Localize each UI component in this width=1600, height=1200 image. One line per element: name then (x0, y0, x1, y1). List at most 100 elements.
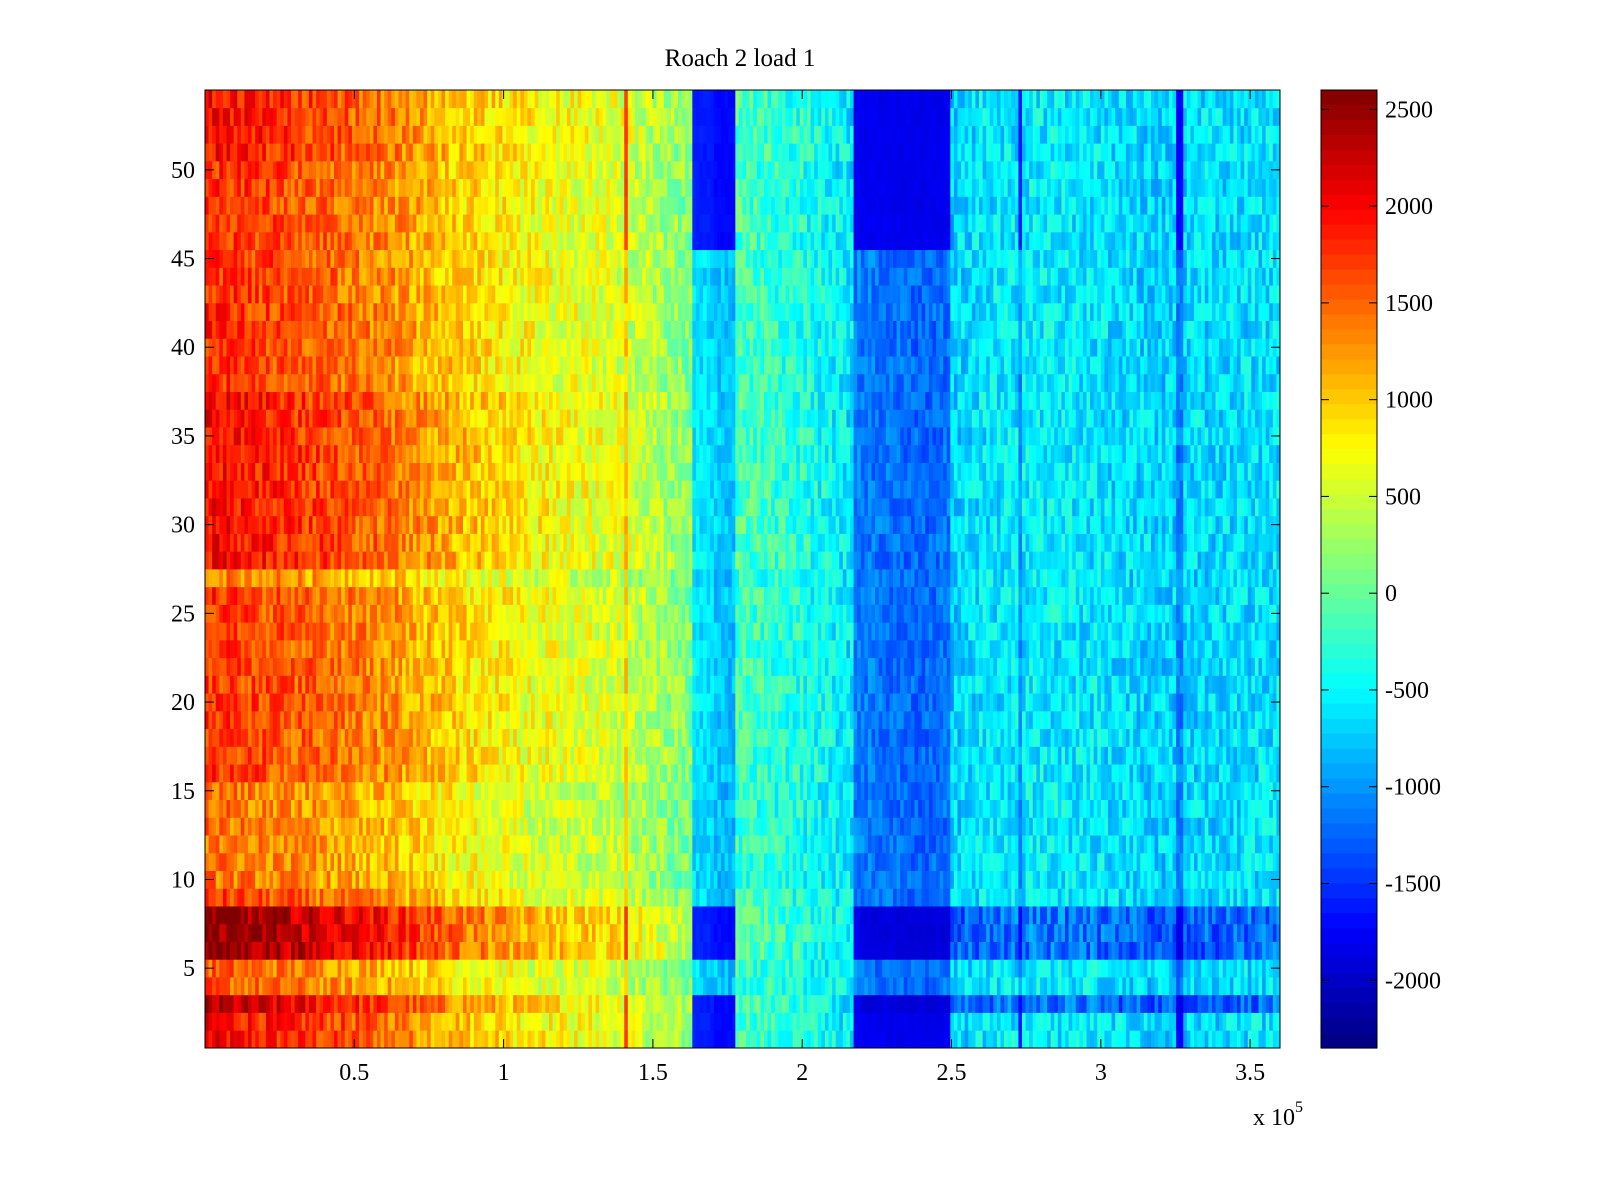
heatmap-cell (756, 977, 761, 996)
heatmap-cell (1254, 888, 1259, 907)
heatmap-cell (921, 941, 926, 960)
heatmap-cell (373, 977, 378, 996)
heatmap-cell (355, 888, 360, 907)
heatmap-cell (875, 799, 880, 818)
heatmap-cell (308, 888, 313, 907)
heatmap-cell (900, 870, 905, 889)
heatmap-cell (1057, 906, 1062, 925)
heatmap-cell (230, 888, 235, 907)
heatmap-cell (706, 1030, 711, 1049)
heatmap-cell (850, 799, 854, 818)
heatmap-cell (760, 835, 765, 854)
heatmap-cell (1265, 781, 1270, 801)
heatmap-cell (660, 835, 665, 854)
heatmap-cell (387, 835, 392, 854)
heatmap-cell (437, 906, 442, 925)
heatmap-cell (1165, 923, 1170, 942)
heatmap-cell (1018, 817, 1023, 836)
heatmap-cell (717, 888, 722, 907)
heatmap-cell (979, 906, 983, 925)
heatmap-cell (778, 888, 783, 907)
heatmap-cell (337, 764, 342, 783)
heatmap-cell (907, 906, 912, 925)
heatmap-cell (638, 994, 643, 1013)
heatmap-cell (1161, 1030, 1166, 1049)
heatmap-cell (1147, 941, 1152, 960)
heatmap-cell (1014, 977, 1019, 996)
heatmap-cell (384, 1030, 389, 1049)
heatmap-cell (595, 817, 600, 836)
heatmap-cell (756, 1030, 761, 1049)
heatmap-cell (523, 835, 528, 854)
heatmap-cell (609, 977, 614, 996)
heatmap-cell (1172, 959, 1177, 978)
heatmap-cell (1129, 1030, 1134, 1049)
heatmap-cell (996, 1012, 1001, 1031)
heatmap-cell (1269, 923, 1274, 942)
heatmap-cell (738, 817, 743, 836)
heatmap-cell (1147, 888, 1152, 907)
heatmap-cell (344, 781, 349, 801)
heatmap-cell (993, 923, 998, 942)
heatmap-cell (574, 941, 579, 960)
heatmap-cell (864, 870, 869, 889)
heatmap-cell (918, 994, 923, 1013)
heatmap-cell (631, 923, 636, 942)
heatmap-cell (258, 994, 263, 1013)
heatmap-cell (878, 1030, 883, 1049)
heatmap-cell (900, 835, 905, 854)
heatmap-cell (316, 746, 321, 765)
heatmap-cell (477, 870, 482, 889)
heatmap-cell (850, 959, 854, 978)
heatmap-cell (308, 817, 313, 836)
heatmap-cell (531, 994, 536, 1013)
heatmap-cell (1129, 781, 1134, 801)
heatmap-cell (721, 888, 725, 907)
heatmap-cell (1136, 906, 1141, 925)
heatmap-cell (251, 746, 256, 765)
heatmap-cell (1240, 781, 1245, 801)
heatmap-cell (1133, 852, 1138, 871)
heatmap-cell (337, 977, 342, 996)
heatmap-cell (1269, 888, 1274, 907)
heatmap-cell (509, 941, 514, 960)
heatmap-cell (735, 923, 740, 942)
heatmap-cell (491, 1012, 496, 1031)
heatmap-cell (248, 746, 252, 765)
heatmap-cell (506, 764, 510, 783)
heatmap-cell (373, 781, 378, 801)
heatmap-cell (1100, 781, 1105, 801)
heatmap-cell (420, 817, 424, 836)
heatmap-cell (1165, 906, 1170, 925)
heatmap-cell (265, 941, 270, 960)
heatmap-cell (405, 799, 410, 818)
heatmap-cell (233, 835, 238, 854)
heatmap-cell (348, 817, 353, 836)
heatmap-cell (724, 852, 729, 871)
heatmap-cell (903, 781, 908, 801)
heatmap-cell (1057, 977, 1062, 996)
heatmap-cell (660, 923, 665, 942)
heatmap-cell (552, 977, 557, 996)
heatmap-cell (480, 835, 485, 854)
heatmap-cell (796, 764, 801, 783)
heatmap-cell (384, 870, 389, 889)
heatmap-cell (448, 817, 453, 836)
heatmap-cell (642, 959, 647, 978)
heatmap-cell (1011, 1030, 1016, 1049)
heatmap-cell (1133, 799, 1138, 818)
heatmap-cell (248, 923, 252, 942)
heatmap-cell (441, 977, 446, 996)
heatmap-cell (663, 959, 668, 978)
heatmap-cell (1168, 781, 1173, 801)
heatmap-cell (549, 799, 553, 818)
heatmap-cell (1190, 994, 1195, 1013)
heatmap-cell (1072, 994, 1077, 1013)
heatmap-cell (617, 1030, 622, 1049)
heatmap-cell (226, 941, 231, 960)
heatmap-cell (1050, 977, 1055, 996)
heatmap-cell (326, 1012, 331, 1031)
heatmap-cell (1133, 959, 1138, 978)
heatmap-cell (1136, 941, 1141, 960)
heatmap-cell (764, 835, 768, 854)
